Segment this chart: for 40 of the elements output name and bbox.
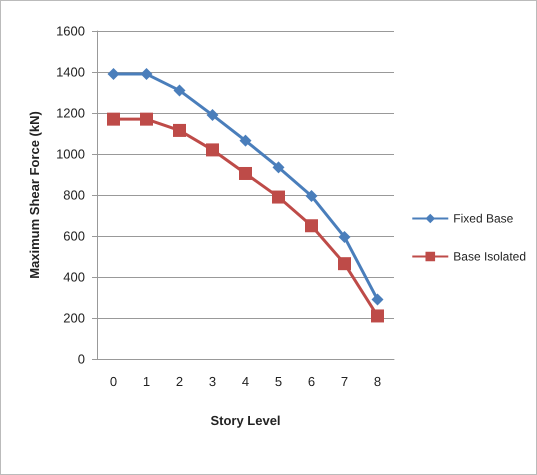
y-axis-title: Maximum Shear Force (kN): [27, 111, 42, 279]
point: [140, 68, 152, 80]
point: [338, 257, 351, 270]
y-tick-label: 400: [63, 270, 85, 284]
point: [305, 219, 318, 232]
point: [173, 124, 186, 137]
point: [338, 231, 350, 244]
x-tick-label: 2: [176, 374, 184, 389]
y-tick-label: 200: [63, 310, 85, 326]
legend-label: Fixed Base: [453, 212, 514, 226]
point: [272, 161, 284, 174]
x-tick-label: 8: [374, 374, 382, 389]
point: [174, 84, 186, 96]
y-tick-label: 1000: [56, 146, 85, 162]
y-tick-label: 800: [63, 188, 85, 202]
x-tick-label: 4: [242, 374, 250, 389]
x-tick-label: 3: [208, 374, 216, 389]
y-tick-label: 1200: [56, 106, 85, 120]
x-tick-label: 6: [308, 374, 316, 389]
y-tick-label: 1400: [56, 64, 85, 80]
point: [206, 143, 219, 156]
point: [306, 190, 318, 202]
point: [372, 294, 384, 306]
point: [272, 190, 285, 204]
point: [206, 109, 218, 122]
point: [239, 166, 252, 180]
point: [371, 309, 384, 322]
legend-label: Base Isolated: [453, 250, 526, 264]
x-tick-label: 5: [274, 374, 282, 389]
x-tick-label: 0: [110, 374, 118, 389]
y-tick-label: 1600: [56, 24, 85, 38]
x-tick-label: 7: [340, 374, 348, 389]
x-tick-label: 1: [142, 374, 150, 389]
point: [107, 112, 120, 126]
point: [140, 112, 153, 126]
y-tick-label: 600: [63, 228, 85, 244]
point: [240, 134, 252, 147]
point: [108, 68, 120, 80]
y-tick-label: 0: [78, 352, 85, 366]
x-axis-title: Story Level: [210, 413, 281, 428]
